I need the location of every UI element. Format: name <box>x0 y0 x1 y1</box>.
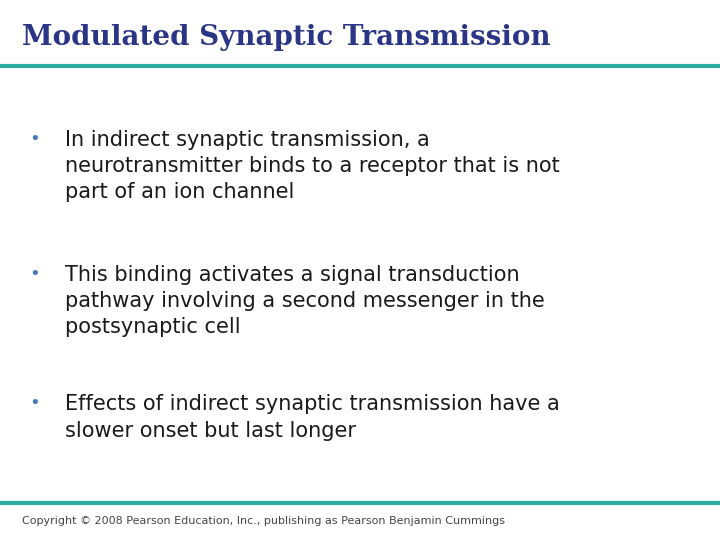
Text: Copyright © 2008 Pearson Education, Inc., publishing as Pearson Benjamin Cumming: Copyright © 2008 Pearson Education, Inc.… <box>22 516 505 526</box>
Text: •: • <box>29 394 40 412</box>
Text: This binding activates a signal transduction
pathway involving a second messenge: This binding activates a signal transduc… <box>65 265 544 338</box>
Text: Effects of indirect synaptic transmission have a
slower onset but last longer: Effects of indirect synaptic transmissio… <box>65 394 559 441</box>
Text: In indirect synaptic transmission, a
neurotransmitter binds to a receptor that i: In indirect synaptic transmission, a neu… <box>65 130 559 202</box>
Text: •: • <box>29 130 40 147</box>
Text: •: • <box>29 265 40 282</box>
Text: Modulated Synaptic Transmission: Modulated Synaptic Transmission <box>22 24 550 51</box>
